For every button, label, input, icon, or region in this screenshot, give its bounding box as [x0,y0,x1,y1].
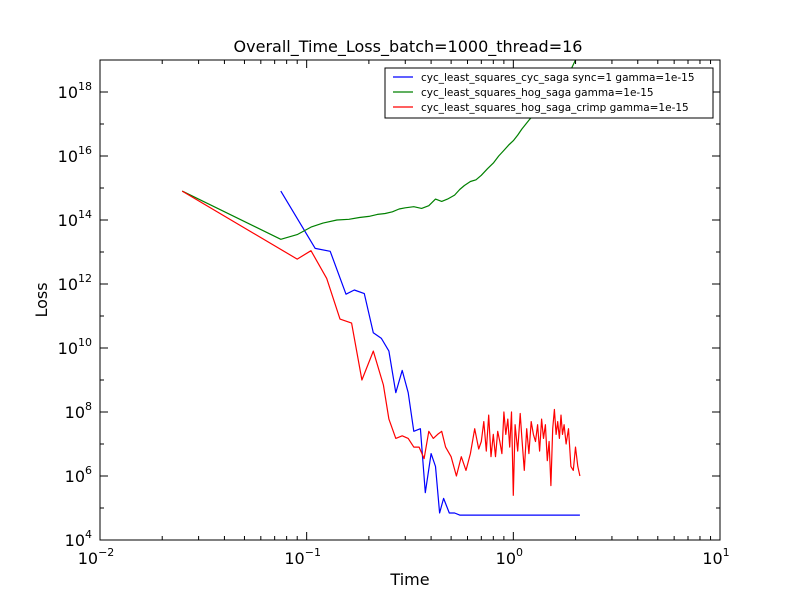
legend-label-2: cyc_least_squares_hog_saga gamma=1e-15 [421,87,654,99]
x-tick-label: 100 [496,546,523,568]
y-axis-label: Loss [32,282,51,317]
x-tick-label: 10−1 [284,546,321,568]
y-tick-label: 106 [65,464,92,486]
y-tick-label: 108 [65,400,92,422]
x-axis-label: Time [389,570,429,589]
x-tick-label: 10−2 [78,546,115,568]
y-tick-label: 1010 [58,336,92,358]
x-axis-ticks: 10−2 10−1 100 101 [78,60,730,568]
legend-label-1: cyc_least_squares_cyc_saga sync=1 gamma=… [421,72,695,84]
series-line-1 [280,190,580,516]
series-line-3 [181,190,581,496]
y-tick-label: 1014 [58,208,92,230]
legend-label-3: cyc_least_squares_hog_saga_crimp gamma=1… [421,102,689,114]
y-tick-label: 1012 [58,272,92,294]
plot-area [100,60,720,540]
y-tick-label: 1016 [58,144,92,166]
plot-frame [99,59,721,541]
y-axis-ticks: 104 106 108 1010 1012 1014 1016 1018 [58,59,720,550]
x-tick-label: 101 [702,546,729,568]
chart-title: Overall_Time_Loss_batch=1000_thread=16 [234,37,583,57]
y-tick-label: 104 [65,528,92,550]
y-tick-label: 1018 [58,80,92,102]
legend: cyc_least_squares_cyc_saga sync=1 gamma=… [384,67,714,119]
legend-box [384,67,714,119]
